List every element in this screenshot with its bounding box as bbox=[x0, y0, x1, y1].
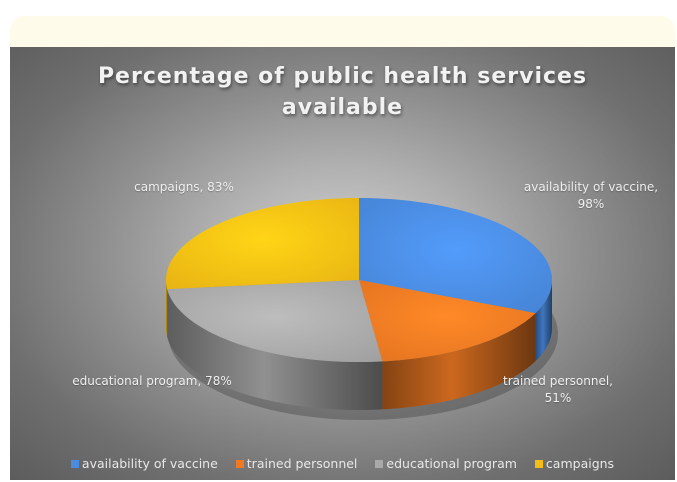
pie-chart bbox=[166, 198, 558, 420]
legend-item-availability-of-vaccine: availability of vaccine bbox=[70, 456, 218, 471]
data-label-trained-personnel: trained personnel, 51% bbox=[498, 373, 618, 407]
chart-panel: Percentage of public health services ava… bbox=[10, 47, 675, 480]
legend-label: campaigns bbox=[545, 456, 615, 471]
chart-title: Percentage of public health services ava… bbox=[97, 64, 588, 120]
legend-item-educational-program: educational program bbox=[375, 456, 517, 471]
pie-slice-trained-personnel bbox=[359, 280, 536, 362]
data-label-text: availability of vaccine, 98% bbox=[523, 180, 659, 211]
data-label-campaigns: campaigns, 83% bbox=[114, 179, 254, 196]
legend-label: trained personnel bbox=[246, 456, 358, 471]
legend-swatch bbox=[375, 459, 384, 468]
legend-item-trained-personnel: trained personnel bbox=[235, 456, 358, 471]
legend-label: availability of vaccine bbox=[81, 456, 218, 471]
pie-slice-campaigns bbox=[166, 198, 359, 290]
data-label-text: trained personnel, 51% bbox=[502, 374, 613, 405]
pie-slice-side-campaigns bbox=[166, 280, 168, 338]
legend: availability of vaccine trained personne… bbox=[10, 456, 675, 471]
data-label-text: educational program, 78% bbox=[72, 374, 232, 388]
data-label-text: campaigns, 83% bbox=[134, 180, 234, 194]
data-label-availability-of-vaccine: availability of vaccine, 98% bbox=[516, 179, 666, 213]
legend-swatch bbox=[70, 459, 79, 468]
pie-slice-side-availability-of-vaccine bbox=[535, 280, 552, 362]
pie-slice-side-educational-program bbox=[167, 289, 383, 410]
pie-slice-availability-of-vaccine bbox=[359, 198, 552, 314]
legend-label: educational program bbox=[386, 456, 517, 471]
data-label-educational-program: educational program, 78% bbox=[72, 373, 232, 390]
legend-swatch bbox=[534, 459, 543, 468]
pie-slice-educational-program bbox=[167, 280, 383, 362]
legend-item-campaigns: campaigns bbox=[534, 456, 615, 471]
pie-slice-side-trained-personnel bbox=[382, 313, 536, 410]
legend-swatch bbox=[235, 459, 244, 468]
